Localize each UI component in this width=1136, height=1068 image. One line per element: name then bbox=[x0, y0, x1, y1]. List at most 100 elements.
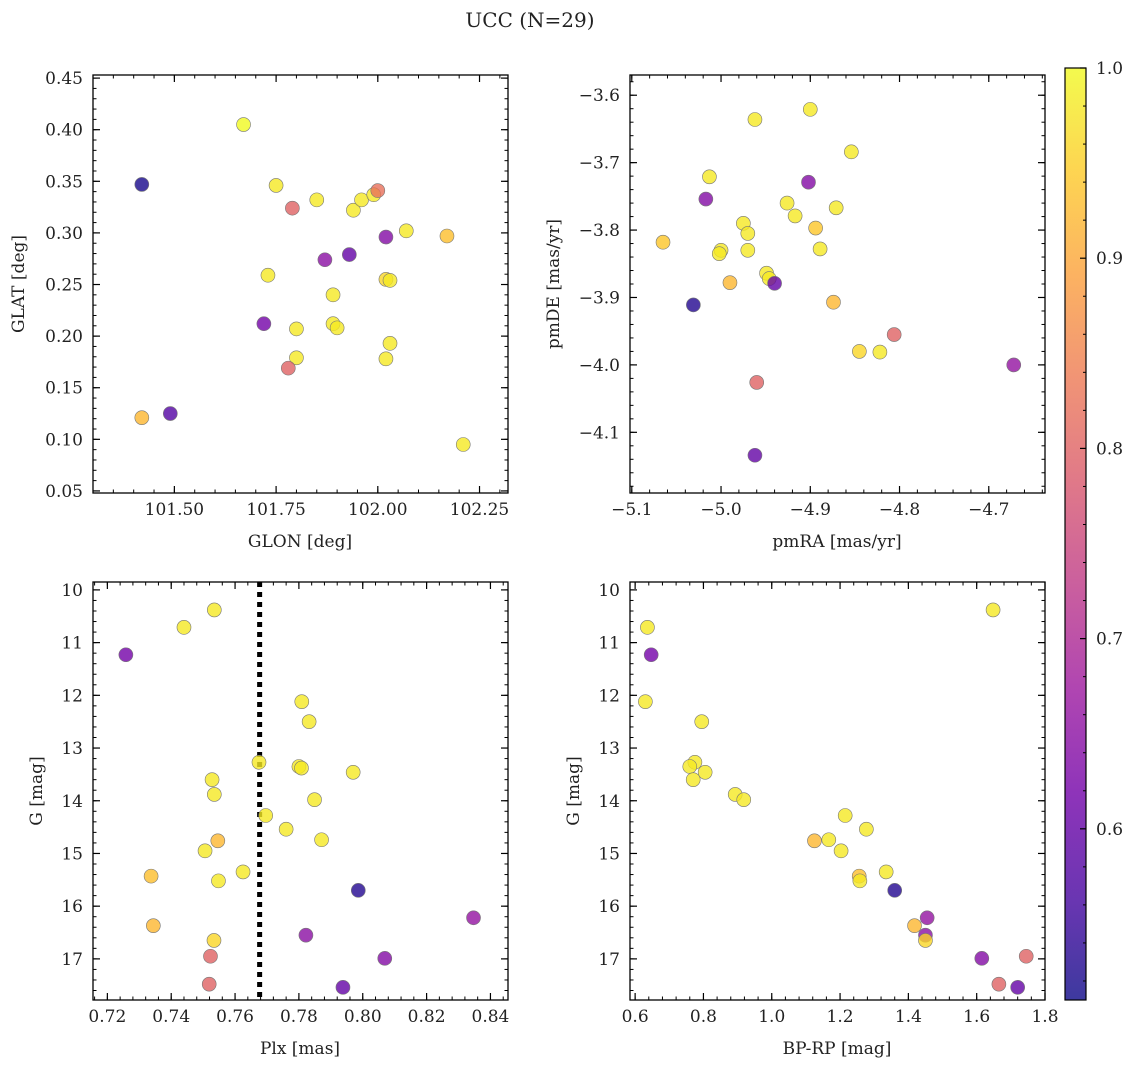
scatter-point bbox=[207, 787, 222, 802]
scatter-point bbox=[749, 375, 765, 390]
y-tick-label: −3.7 bbox=[579, 154, 620, 174]
x-tick-label: 0.84 bbox=[472, 1007, 510, 1027]
y-tick-label: 0.25 bbox=[45, 276, 83, 296]
scatter-point bbox=[118, 647, 134, 663]
y-tick-label: −4.0 bbox=[579, 356, 620, 376]
y-tick-label: −3.9 bbox=[579, 288, 620, 308]
y-tick-label: 0.40 bbox=[45, 121, 83, 141]
y-tick-label: 13 bbox=[598, 739, 620, 759]
colorbar-tick-label: 1.0 bbox=[1096, 59, 1123, 79]
scatter-points bbox=[118, 602, 481, 995]
scatter-point bbox=[201, 976, 217, 992]
y-tick-label: 12 bbox=[598, 686, 620, 706]
scatter-point bbox=[335, 980, 351, 995]
scatter-point bbox=[852, 873, 868, 889]
plot-frame bbox=[92, 581, 509, 1001]
y-tick-label: 17 bbox=[61, 950, 83, 970]
scatter-point bbox=[163, 406, 178, 421]
y-tick-label: 10 bbox=[598, 581, 620, 601]
tick-marks bbox=[630, 582, 1046, 1000]
y-tick-label: 17 bbox=[598, 950, 620, 970]
scatter-point bbox=[134, 177, 150, 192]
x-tick-label: 0.74 bbox=[152, 1007, 190, 1027]
tick-labels: 101.50 101.75 102.00 102.25 0.05 0.10 0.15 0.20… bbox=[45, 69, 509, 520]
scatter-point bbox=[821, 832, 837, 848]
colorbar-ticks: 0.6 0.7 0.8 0.9 1.0 bbox=[1080, 59, 1123, 982]
scatter-point bbox=[698, 191, 714, 207]
panel-glon-glat: 101.50 101.75 102.00 102.25 0.05 0.10 0.15 0.20… bbox=[9, 69, 509, 552]
panel-pmra-pmde: −5.1 −5.0 −4.9 −4.8 −4.7 −4.1 −4.0 −3.9 −3.8 −3.7… bbox=[544, 74, 1046, 552]
scatter-point bbox=[711, 246, 727, 261]
scatter-point bbox=[918, 933, 933, 948]
scatter-point bbox=[826, 294, 841, 310]
y-axis-label: pmDE [mas/yr] bbox=[544, 219, 564, 349]
y-tick-label: 14 bbox=[598, 792, 620, 812]
scatter-point bbox=[1018, 948, 1034, 964]
scatter-point bbox=[985, 602, 1001, 618]
scatter-point bbox=[280, 360, 296, 376]
y-tick-label: 11 bbox=[61, 634, 83, 654]
scatter-point bbox=[439, 228, 455, 244]
scatter-point bbox=[685, 772, 701, 787]
scatter-point bbox=[859, 821, 874, 837]
y-tick-label: 0.30 bbox=[45, 224, 83, 244]
scatter-point bbox=[837, 808, 853, 823]
scatter-point bbox=[974, 951, 990, 966]
x-tick-label: −5.0 bbox=[700, 500, 741, 520]
x-axis-label: pmRA [mas/yr] bbox=[772, 532, 901, 552]
x-tick-label: 0.8 bbox=[690, 1007, 717, 1027]
y-tick-label: 15 bbox=[61, 844, 83, 864]
scatter-point bbox=[1006, 357, 1022, 373]
x-tick-label: 102.00 bbox=[348, 500, 407, 520]
scatter-point bbox=[812, 241, 828, 257]
x-tick-label: −4.9 bbox=[790, 500, 831, 520]
y-tick-label: 12 bbox=[61, 686, 83, 706]
scatter-point bbox=[134, 410, 150, 425]
scatter-points bbox=[655, 102, 1022, 463]
scatter-point bbox=[204, 772, 220, 787]
scatter-point bbox=[886, 327, 902, 342]
scatter-point bbox=[682, 759, 698, 774]
scatter-point bbox=[887, 883, 903, 898]
plot-frame bbox=[92, 74, 509, 494]
scatter-point bbox=[294, 694, 310, 709]
scatter-point bbox=[466, 910, 481, 926]
y-tick-label: −4.1 bbox=[579, 423, 620, 443]
scatter-point bbox=[991, 976, 1007, 992]
x-tick-label: 1.2 bbox=[827, 1007, 854, 1027]
scatter-point bbox=[260, 267, 276, 283]
scatter-point bbox=[146, 918, 161, 933]
tick-marks bbox=[630, 75, 1045, 493]
scatter-point bbox=[211, 873, 226, 889]
scatter-point bbox=[919, 910, 935, 926]
x-tick-label: 0.78 bbox=[280, 1007, 318, 1027]
x-tick-label: 0.6 bbox=[622, 1007, 649, 1027]
x-tick-label: −4.7 bbox=[968, 500, 1009, 520]
scatter-point bbox=[878, 864, 894, 880]
scatter-point bbox=[236, 117, 251, 132]
colorbar-tick-label: 0.8 bbox=[1096, 439, 1123, 459]
y-tick-label: 14 bbox=[61, 792, 83, 812]
panel-plx-g: 0.72 0.74 0.76 0.78 0.80 0.82 0.84 10 11 12 13 14 15… bbox=[27, 581, 509, 1059]
scatter-point bbox=[258, 808, 274, 823]
scatter-point bbox=[382, 336, 398, 351]
colorbar-tick-label: 0.7 bbox=[1096, 630, 1123, 650]
scatter-point bbox=[206, 933, 222, 948]
plot-frame bbox=[629, 581, 1046, 1001]
scatter-point bbox=[278, 821, 294, 837]
panel-bprp-g: 0.6 0.8 1.0 1.2 1.4 1.6 1.8 10 11 12 13 14 15 16 17 BP… bbox=[564, 581, 1059, 1059]
colorbar: 0.6 0.7 0.8 0.9 1.0 bbox=[1064, 59, 1123, 1001]
scatter-point bbox=[210, 833, 226, 849]
scatter-point bbox=[640, 620, 655, 635]
colorbar-tick-label: 0.6 bbox=[1096, 820, 1123, 840]
y-axis-label: G [mag] bbox=[27, 756, 47, 825]
y-tick-label: 0.10 bbox=[45, 430, 83, 450]
scatter-point bbox=[872, 344, 888, 360]
x-tick-label: 0.80 bbox=[344, 1007, 382, 1027]
scatter-point bbox=[309, 192, 325, 208]
scatter-point bbox=[378, 351, 394, 367]
tick-labels: 0.6 0.8 1.0 1.2 1.4 1.6 1.8 10 11 12 13 14 15 16 17 bbox=[598, 581, 1058, 1027]
scatter-point bbox=[289, 350, 304, 366]
x-axis-label: Plx [mas] bbox=[260, 1039, 340, 1059]
scatter-point bbox=[833, 843, 849, 859]
